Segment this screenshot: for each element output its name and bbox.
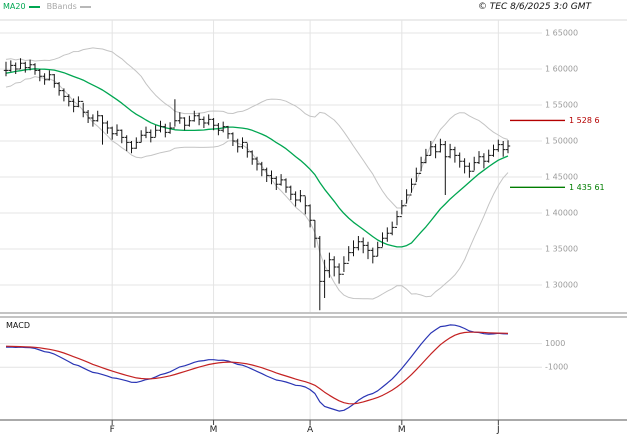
legend-ma20-swatch: [28, 6, 40, 8]
svg-text:1 435 61: 1 435 61: [569, 183, 605, 192]
price-axis-labels: 1 65000 1 60000 1 55000 1 50000 1 45000 1 400…: [545, 29, 578, 372]
svg-text:1 45000: 1 45000: [545, 173, 578, 182]
panel-frame: [0, 312, 627, 421]
svg-text:1 40000: 1 40000: [545, 209, 578, 218]
ma20-line: [5, 68, 509, 248]
svg-text:1000: 1000: [545, 339, 565, 348]
macd-line: [5, 324, 509, 412]
bollinger-bands: [5, 47, 509, 300]
macd-signal-line: [5, 331, 509, 405]
legend: MA20 BBands: [3, 2, 98, 12]
legend-bbands-swatch: [79, 6, 91, 8]
legend-bbands-label: BBands: [46, 2, 77, 11]
svg-text:M: M: [398, 425, 406, 435]
svg-text:1 50000: 1 50000: [545, 137, 578, 146]
svg-text:1 55000: 1 55000: [545, 101, 578, 110]
svg-text:A: A: [307, 425, 314, 435]
legend-ma20-label: MA20: [3, 2, 26, 11]
svg-text:1 60000: 1 60000: [545, 65, 578, 74]
svg-text:J: J: [496, 425, 500, 435]
resistance-marker: 1 528 6: [510, 116, 600, 125]
svg-text:F: F: [110, 425, 115, 435]
macd-panel-label: MACD: [6, 321, 30, 330]
svg-text:1 35000: 1 35000: [545, 245, 578, 254]
candlestick-series: [3, 58, 511, 311]
support-marker: 1 435 61: [510, 183, 605, 192]
svg-text:1 65000: 1 65000: [545, 29, 578, 38]
svg-text:M: M: [210, 425, 218, 435]
svg-text:-1000: -1000: [545, 363, 568, 372]
svg-text:1 528 6: 1 528 6: [569, 116, 600, 125]
svg-text:1 30000: 1 30000: [545, 281, 578, 290]
copyright-text: © TEC 8/6/2025 3:0 GMT: [477, 2, 591, 12]
